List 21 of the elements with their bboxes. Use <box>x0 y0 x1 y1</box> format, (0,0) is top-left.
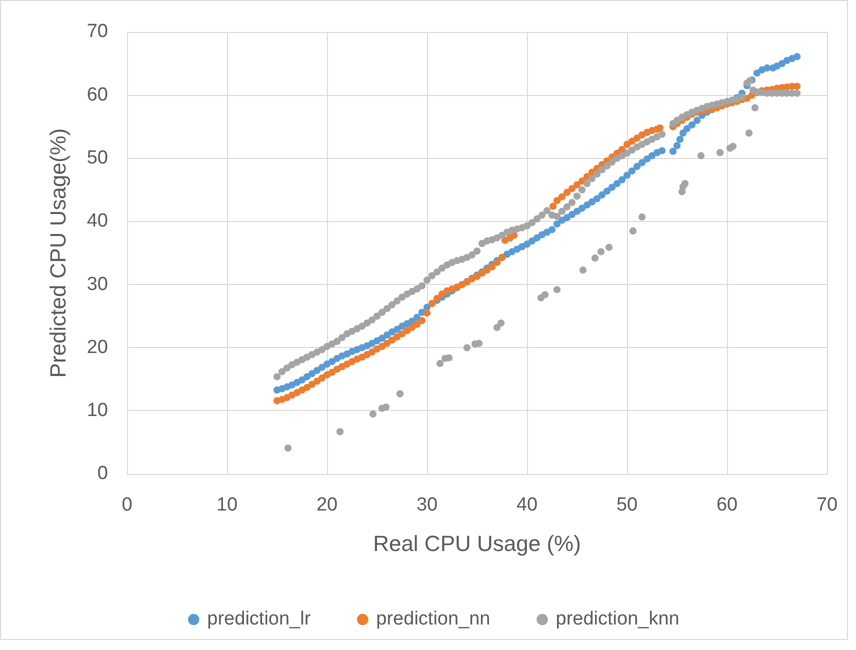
x-tick-label: 0 <box>122 494 132 516</box>
x-tick-label: 70 <box>816 494 838 516</box>
legend-label: prediction_nn <box>376 608 490 630</box>
x-tick-label: 30 <box>416 494 438 516</box>
y-axis-title: Predicted CPU Usage(%) <box>45 128 70 378</box>
x-tick-label: 10 <box>216 494 238 516</box>
y-tick-label: 30 <box>86 274 108 295</box>
x-tick-label: 20 <box>316 494 338 516</box>
x-tick-label: 40 <box>516 494 538 516</box>
legend-label: prediction_knn <box>556 608 680 630</box>
x-tick-label: 60 <box>716 494 738 516</box>
y-tick-label: 0 <box>97 463 108 484</box>
y-tick-label: 70 <box>86 21 108 42</box>
y-tick-label: 10 <box>86 400 108 422</box>
y-tick-label: 50 <box>86 148 108 169</box>
x-tick-label: 50 <box>616 494 638 516</box>
y-tick-label: 20 <box>86 336 108 358</box>
x-axis-title: Real CPU Usage (%) <box>373 530 581 556</box>
legend-label: prediction_lr <box>207 608 312 630</box>
y-tick-label: 40 <box>86 210 108 232</box>
y-tick-label: 60 <box>86 84 108 106</box>
